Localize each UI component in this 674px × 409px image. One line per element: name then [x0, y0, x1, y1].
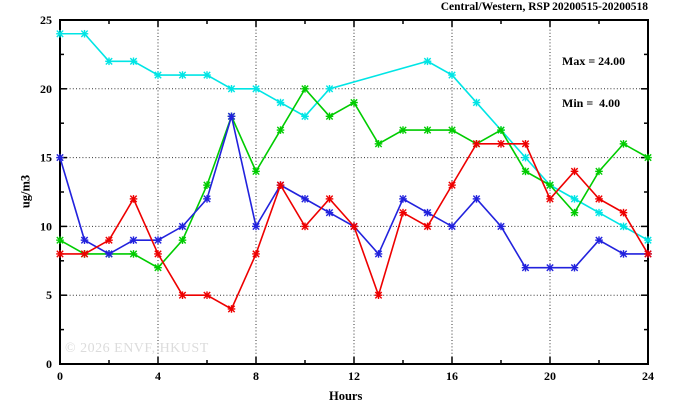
stats-box: Max = 24.00 Min = 4.00 — [562, 26, 625, 138]
x-tick-label: 0 — [57, 369, 63, 383]
max-value-label: Max = 24.00 — [562, 54, 626, 68]
y-tick-label: 10 — [40, 219, 52, 233]
x-tick-label: 4 — [155, 369, 161, 383]
y-axis-label: ug/m3 — [18, 174, 33, 209]
x-axis-label: Hours — [329, 389, 363, 403]
x-tick-label: 12 — [348, 369, 360, 383]
y-tick-label: 25 — [40, 13, 52, 27]
y-tick-label: 5 — [46, 288, 52, 302]
x-tick-label: 24 — [642, 369, 654, 383]
series-red-line — [56, 140, 652, 313]
x-tick-label: 20 — [544, 369, 556, 383]
x-tick-label: 16 — [446, 369, 458, 383]
x-tick-label: 8 — [253, 369, 259, 383]
y-tick-label: 0 — [46, 357, 52, 371]
min-value-label: Min = 4.00 — [562, 96, 621, 110]
watermark: © 2026 ENVF, HKUST — [65, 341, 209, 356]
y-tick-labels: 0 5 10 15 20 25 — [40, 13, 52, 371]
y-tick-label: 15 — [40, 151, 52, 165]
gridlines — [60, 20, 648, 364]
axis-ticks — [59, 19, 649, 365]
chart-title: Central/Western, RSP 20200515-20200518 — [440, 1, 648, 13]
y-tick-label: 20 — [40, 82, 52, 96]
x-tick-labels: 0 4 8 12 16 20 24 — [57, 369, 654, 383]
